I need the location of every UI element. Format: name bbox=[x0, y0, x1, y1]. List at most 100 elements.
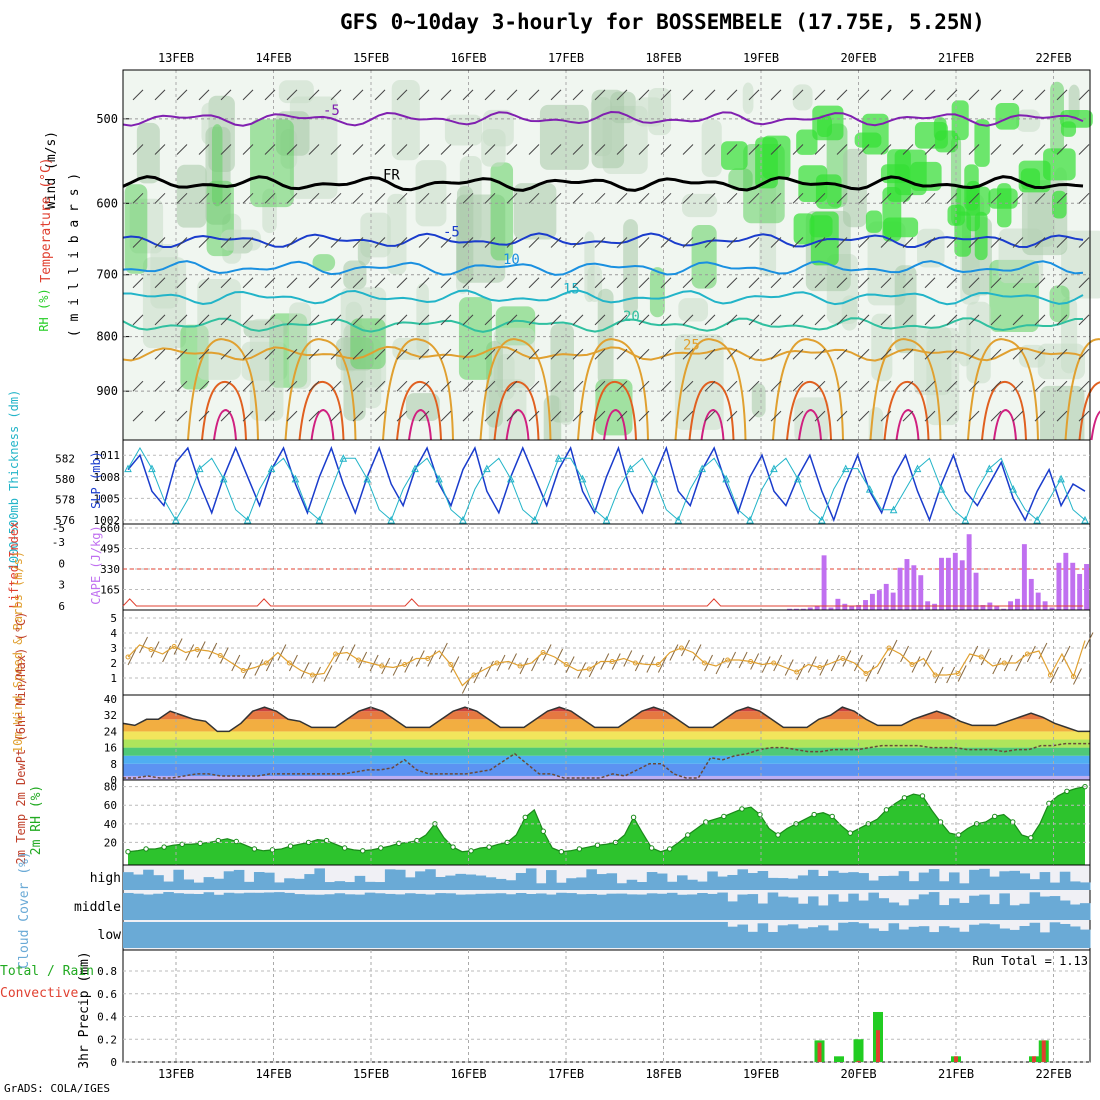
cloud-cell bbox=[727, 901, 738, 920]
isotherm-label: 20 bbox=[623, 309, 640, 325]
wind-barb bbox=[506, 410, 518, 422]
wind10-barb bbox=[750, 653, 760, 670]
precip-conv-bar bbox=[1041, 1040, 1046, 1062]
wind-barb bbox=[264, 89, 276, 101]
rh2m-marker bbox=[197, 840, 203, 847]
wind-barb bbox=[814, 410, 826, 422]
rh-shading bbox=[681, 193, 718, 218]
wind10-barb bbox=[773, 654, 783, 672]
wind-barb bbox=[572, 89, 584, 101]
rh2m-marker bbox=[594, 842, 601, 848]
wind-barb bbox=[858, 410, 870, 422]
wind-barb bbox=[1056, 348, 1068, 360]
wind-barb bbox=[572, 192, 584, 204]
wind10-barb bbox=[473, 666, 483, 684]
wind-barb bbox=[704, 348, 716, 360]
cape-bar bbox=[863, 600, 868, 610]
wind-barb bbox=[1056, 89, 1068, 101]
wind-barb bbox=[880, 348, 892, 360]
cloud-cell bbox=[767, 931, 779, 948]
cloud-cell bbox=[253, 922, 265, 948]
cloud-cell bbox=[163, 892, 174, 920]
cape-bar bbox=[807, 607, 813, 610]
wind-barb bbox=[352, 348, 364, 360]
thickness-marker bbox=[411, 464, 419, 473]
isotherm-line bbox=[122, 175, 1084, 192]
wind-barb bbox=[880, 144, 892, 155]
cloud-cell bbox=[183, 893, 195, 920]
rh-shading bbox=[591, 89, 625, 169]
wind-barb bbox=[264, 237, 276, 248]
cloud-cell bbox=[1019, 926, 1031, 948]
wind-barb bbox=[374, 144, 386, 155]
cape-bar bbox=[904, 559, 910, 610]
rh2m-axis-label: 2m RH (%) bbox=[29, 785, 44, 855]
cloud-cell bbox=[656, 922, 668, 948]
wind-barb bbox=[220, 89, 232, 101]
thickness-marker bbox=[459, 515, 467, 524]
thickness-marker bbox=[650, 474, 659, 483]
cloud-cell bbox=[515, 873, 527, 890]
wind-barb bbox=[858, 192, 870, 204]
wind-barb bbox=[308, 144, 320, 155]
cloud-cell bbox=[979, 923, 990, 948]
wind-barb bbox=[748, 314, 760, 326]
wind10-barb bbox=[565, 656, 575, 673]
thickness-marker bbox=[315, 515, 324, 524]
cloud-cell bbox=[787, 878, 799, 890]
cape-bar bbox=[793, 608, 799, 610]
cape-bar bbox=[856, 605, 862, 610]
cloud-cell bbox=[405, 893, 416, 920]
wind10-marker bbox=[771, 660, 777, 666]
wind10-barb bbox=[404, 656, 414, 673]
wind-barb bbox=[924, 277, 936, 289]
cloud-cell bbox=[787, 897, 799, 920]
cape-bar bbox=[911, 565, 917, 610]
cloud-cell bbox=[908, 899, 920, 920]
rh2m-marker bbox=[468, 848, 474, 854]
wind-barb bbox=[902, 348, 914, 360]
thickness-marker bbox=[913, 464, 922, 473]
wind-barb bbox=[484, 192, 496, 204]
cape-tick: 165 bbox=[100, 584, 120, 597]
cloud-cell bbox=[1039, 872, 1051, 890]
wind-barb bbox=[726, 380, 738, 392]
wind-barb bbox=[462, 380, 474, 392]
rh-shading bbox=[150, 243, 179, 309]
wind10-marker bbox=[1070, 674, 1076, 679]
wind-barb bbox=[220, 314, 232, 326]
wind-barb bbox=[726, 89, 738, 101]
cloud-cell bbox=[727, 926, 738, 948]
wind-barb bbox=[682, 314, 694, 326]
wind-barb bbox=[792, 277, 804, 289]
cloud-cell bbox=[384, 893, 396, 920]
wind-barb bbox=[616, 237, 628, 248]
cloud-cell bbox=[546, 870, 557, 890]
cloud-cell bbox=[505, 922, 517, 948]
cloud-cell bbox=[999, 893, 1010, 920]
wind-barb bbox=[1056, 380, 1068, 392]
wind-barb bbox=[792, 237, 804, 248]
cloud-cell bbox=[243, 892, 255, 920]
rh2m-marker bbox=[378, 845, 384, 851]
cloud-cell bbox=[294, 922, 305, 948]
wind10-barb bbox=[877, 657, 886, 675]
wind-barb bbox=[638, 410, 650, 422]
wind-barb bbox=[550, 144, 562, 155]
wind-barb bbox=[1012, 144, 1024, 155]
cloud-cell bbox=[818, 925, 829, 948]
rh-shading bbox=[458, 297, 492, 380]
wind-barb bbox=[858, 314, 870, 326]
wind-barb bbox=[396, 237, 408, 248]
wind-barb bbox=[330, 277, 342, 289]
wind-barb bbox=[550, 237, 562, 248]
wind-barb bbox=[660, 192, 672, 204]
wind-barb bbox=[836, 89, 848, 101]
wind-barb bbox=[198, 314, 210, 326]
rh2m-marker bbox=[883, 807, 890, 813]
cloud-cell bbox=[153, 893, 164, 920]
wind-barb bbox=[1056, 410, 1068, 422]
wind-barb bbox=[1034, 89, 1046, 101]
cloud-cell bbox=[364, 881, 376, 890]
cloud-cell bbox=[495, 878, 507, 890]
